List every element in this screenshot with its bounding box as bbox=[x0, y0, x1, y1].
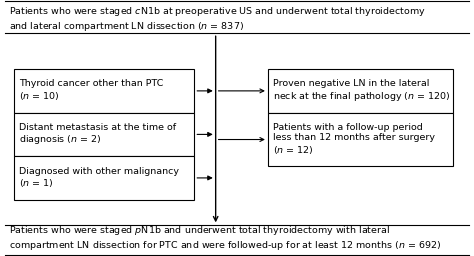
Bar bbox=[14, 113, 194, 156]
Bar bbox=[14, 156, 194, 200]
Text: Patients who were staged $\it{c}$N1b at preoperative US and underwent total thyr: Patients who were staged $\it{c}$N1b at … bbox=[9, 5, 426, 33]
Bar bbox=[14, 69, 194, 113]
Text: Thyroid cancer other than PTC
($\it{n}$ = 10): Thyroid cancer other than PTC ($\it{n}$ … bbox=[19, 79, 164, 102]
Text: Patients who were staged $\it{p}$N1b and underwent total thyroidectomy with late: Patients who were staged $\it{p}$N1b and… bbox=[9, 224, 441, 252]
Bar bbox=[268, 69, 453, 113]
Text: Proven negative LN in the lateral
neck at the final pathology ($\it{n}$ = 120): Proven negative LN in the lateral neck a… bbox=[273, 79, 450, 103]
Text: Diagnosed with other malignancy
($\it{n}$ = 1): Diagnosed with other malignancy ($\it{n}… bbox=[19, 166, 179, 189]
Bar bbox=[268, 113, 453, 166]
Text: Distant metastasis at the time of
diagnosis ($\it{n}$ = 2): Distant metastasis at the time of diagno… bbox=[19, 123, 176, 146]
Text: Patients with a follow-up period
less than 12 months after surgery
($\it{n}$ = 1: Patients with a follow-up period less th… bbox=[273, 123, 435, 156]
